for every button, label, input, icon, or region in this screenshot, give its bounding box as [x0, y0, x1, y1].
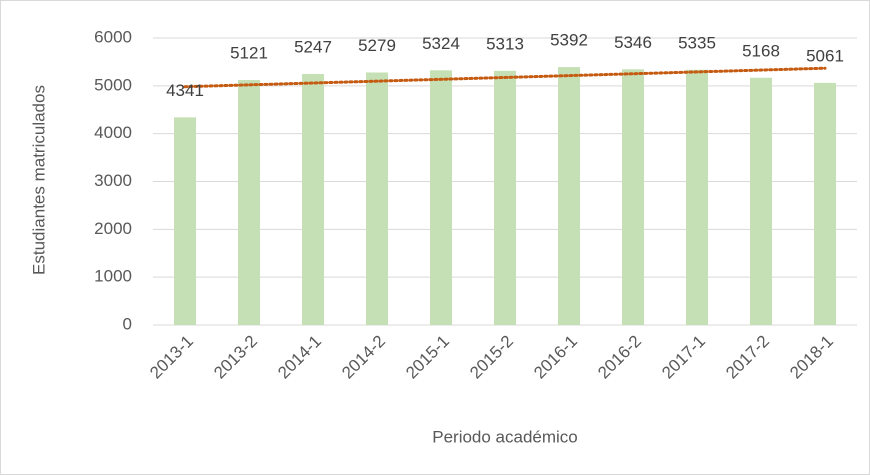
bar: [430, 70, 452, 326]
bar: [366, 72, 388, 326]
bar: [302, 74, 324, 326]
data-label: 5168: [742, 41, 780, 60]
y-axis-label: Estudiantes matriculados: [29, 85, 48, 275]
data-label: 5324: [422, 34, 460, 53]
y-tick-label: 0: [123, 314, 132, 333]
bar: [174, 117, 196, 325]
bar: [494, 70, 516, 325]
trendline: [183, 66, 827, 89]
data-label: 5279: [358, 36, 396, 55]
y-tick-label: 1000: [94, 267, 132, 286]
data-label: 5313: [486, 34, 524, 53]
data-label: 5247: [294, 38, 332, 57]
data-label: 4341: [166, 81, 204, 100]
bar: [750, 77, 772, 325]
y-tick-label: 5000: [94, 75, 132, 94]
y-tick-label: 6000: [94, 27, 132, 46]
data-label: 5335: [678, 33, 716, 52]
bar: [238, 80, 260, 325]
y-tick-label: 2000: [94, 219, 132, 238]
y-tick-label: 4000: [94, 123, 132, 142]
bar: [814, 82, 836, 325]
data-label: 5392: [550, 31, 588, 50]
bar: [622, 69, 644, 326]
data-label: 5061: [806, 46, 844, 65]
data-label: 5121: [230, 44, 268, 63]
y-tick-label: 3000: [94, 171, 132, 190]
bar: [558, 67, 580, 325]
x-axis-label: Periodo académico: [432, 427, 578, 446]
bar: [686, 69, 708, 325]
data-label: 5346: [614, 33, 652, 52]
